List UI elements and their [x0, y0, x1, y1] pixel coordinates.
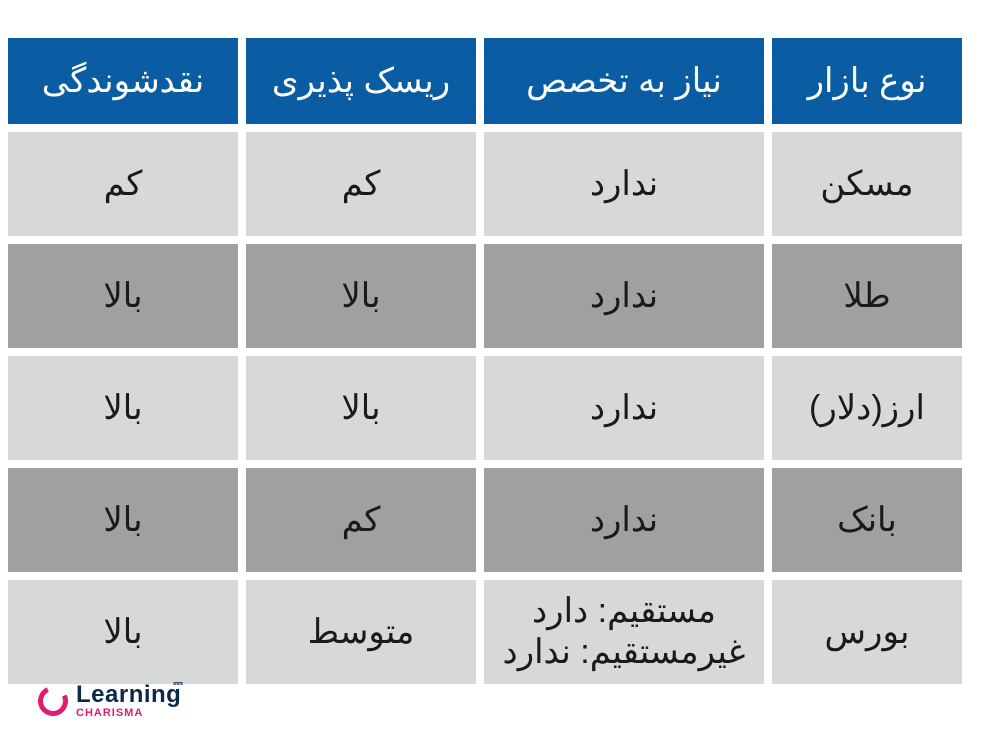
logo-mark-icon: [34, 682, 72, 720]
cell-expertise: ندارد: [484, 356, 764, 460]
cell-market: مسکن: [772, 132, 962, 236]
comparison-table: نوع بازار نیاز به تخصص ریسک پذیری نقدشون…: [0, 30, 970, 692]
brand-logo: Learning ⎓ CHARISMA: [38, 683, 181, 719]
table-row: ارز(دلار) ندارد بالا بالا: [8, 356, 962, 460]
cell-liquidity: بالا: [8, 580, 238, 684]
cell-expertise: ندارد: [484, 132, 764, 236]
cell-risk: متوسط: [246, 580, 476, 684]
cell-market: بورس: [772, 580, 962, 684]
cell-market: طلا: [772, 244, 962, 348]
graduation-cap-icon: ⎓: [173, 677, 183, 689]
cell-risk: بالا: [246, 356, 476, 460]
cell-expertise: مستقیم: داردغیرمستقیم: ندارد: [484, 580, 764, 684]
cell-risk: کم: [246, 468, 476, 572]
col-header-liquidity: نقدشوندگی: [8, 38, 238, 124]
logo-main-label: Learning: [76, 681, 181, 708]
table-row: بانک ندارد کم بالا: [8, 468, 962, 572]
cell-liquidity: بالا: [8, 244, 238, 348]
table-header-row: نوع بازار نیاز به تخصص ریسک پذیری نقدشون…: [8, 38, 962, 124]
col-header-expertise: نیاز به تخصص: [484, 38, 764, 124]
table-row: بورس مستقیم: داردغیرمستقیم: ندارد متوسط …: [8, 580, 962, 684]
logo-sub-text: CHARISMA: [76, 708, 181, 719]
logo-text-block: Learning ⎓ CHARISMA: [76, 683, 181, 719]
cell-liquidity: بالا: [8, 468, 238, 572]
cell-expertise: ندارد: [484, 468, 764, 572]
cell-liquidity: کم: [8, 132, 238, 236]
table-row: طلا ندارد بالا بالا: [8, 244, 962, 348]
col-header-market-type: نوع بازار: [772, 38, 962, 124]
cell-market: بانک: [772, 468, 962, 572]
cell-liquidity: بالا: [8, 356, 238, 460]
logo-main-text: Learning ⎓: [76, 683, 181, 707]
cell-expertise: ندارد: [484, 244, 764, 348]
col-header-risk: ریسک پذیری: [246, 38, 476, 124]
cell-market: ارز(دلار): [772, 356, 962, 460]
table-row: مسکن ندارد کم کم: [8, 132, 962, 236]
cell-risk: بالا: [246, 244, 476, 348]
cell-risk: کم: [246, 132, 476, 236]
